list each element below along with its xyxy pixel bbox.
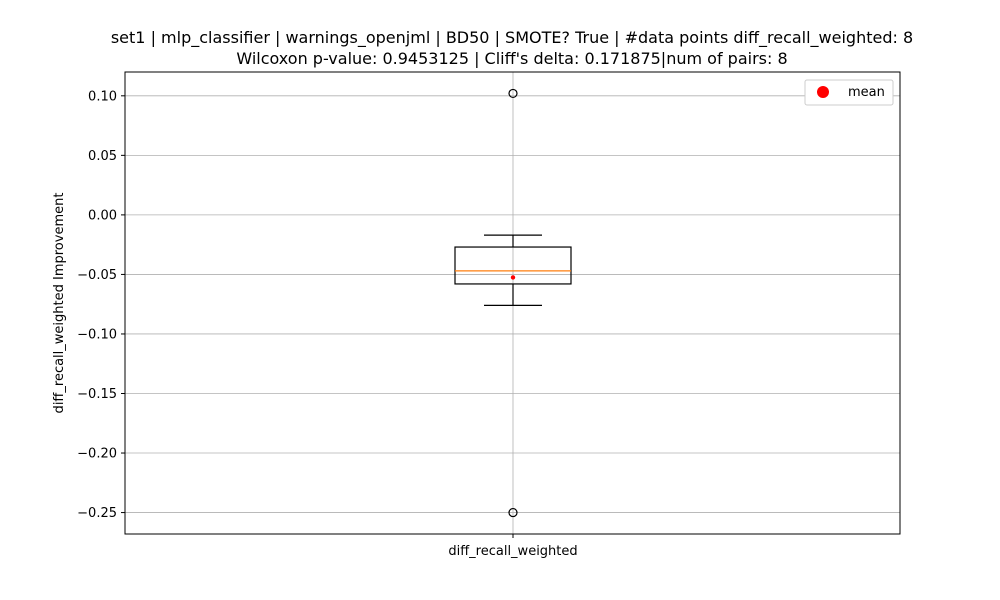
interquartile-box (454, 246, 572, 285)
legend-mean-marker (817, 86, 829, 98)
x-axis-ticks: diff_recall_weighted (448, 534, 578, 559)
y-tick-label: −0.10 (77, 327, 117, 342)
mean-point (510, 275, 516, 280)
y-axis-ticks: 0.10 0.05 0.00 −0.05 −0.10 −0.15 −0.20 −0.25 (77, 89, 125, 521)
y-axis-label: diff_recall_weighted Improvement (52, 193, 67, 414)
chart-title-line-1: set1 | mlp_classifier | warnings_openjml… (111, 28, 913, 48)
legend-box (804, 79, 894, 106)
y-tick-label: −0.05 (77, 268, 117, 283)
legend-mean-label: mean (848, 85, 885, 100)
legend: mean (804, 79, 894, 106)
plot-elements (454, 88, 572, 518)
outlier-point (508, 507, 518, 518)
y-tick-label: 0.05 (88, 149, 117, 164)
x-tick-label: diff_recall_weighted (448, 544, 577, 559)
y-tick-label: −0.15 (77, 387, 117, 402)
y-tick-label: −0.20 (77, 447, 117, 462)
y-tick-label: 0.00 (88, 208, 117, 223)
outlier-point (508, 88, 518, 99)
y-tick-label: 0.10 (88, 89, 117, 104)
chart-title-line-2: Wilcoxon p-value: 0.9453125 | Cliff's de… (236, 49, 787, 68)
y-tick-label: −0.25 (77, 506, 117, 521)
